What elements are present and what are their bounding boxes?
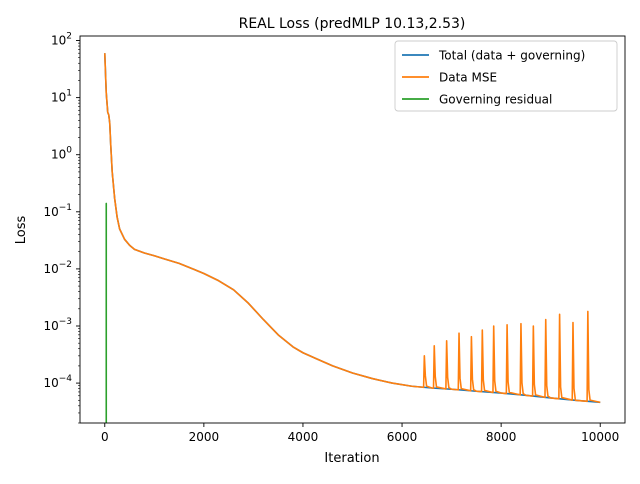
y-tick-label: 10−1 bbox=[43, 203, 72, 219]
legend-label: Governing residual bbox=[439, 93, 552, 107]
y-tick-label: 10−2 bbox=[43, 260, 72, 276]
x-tick-label: 0 bbox=[101, 430, 109, 444]
y-tick-label: 10−4 bbox=[43, 374, 72, 390]
y-axis-label: Loss bbox=[14, 216, 29, 245]
x-tick-label: 8000 bbox=[486, 430, 517, 444]
x-tick-label: 4000 bbox=[288, 430, 319, 444]
x-tick-label: 6000 bbox=[387, 430, 418, 444]
series-layer bbox=[103, 53, 601, 423]
y-tick-label: 10−3 bbox=[43, 317, 72, 333]
plot-frame bbox=[79, 35, 626, 424]
y-axis-ticks: 10−4 10−3 10−2 10−1 100 101 102 bbox=[43, 32, 80, 424]
legend-label: Total (data + governing) bbox=[438, 49, 585, 63]
y-tick-label: 100 bbox=[51, 146, 72, 162]
chart-title: REAL Loss (predMLP 10.13,2.53) bbox=[239, 16, 466, 32]
y-tick-label: 102 bbox=[51, 32, 72, 48]
x-tick-label: 2000 bbox=[189, 430, 220, 444]
legend-box bbox=[394, 40, 618, 112]
y-tick-label: 101 bbox=[51, 89, 72, 105]
series-line-data-mse bbox=[103, 53, 601, 404]
legend-label: Data MSE bbox=[439, 71, 497, 85]
legend: Total (data + governing) Data MSE Governin… bbox=[394, 40, 618, 112]
x-tick-label: 10000 bbox=[581, 430, 619, 444]
x-axis-ticks: 0 2000 4000 6000 8000 10000 bbox=[101, 423, 619, 444]
x-axis-label: Iteration bbox=[324, 451, 379, 466]
